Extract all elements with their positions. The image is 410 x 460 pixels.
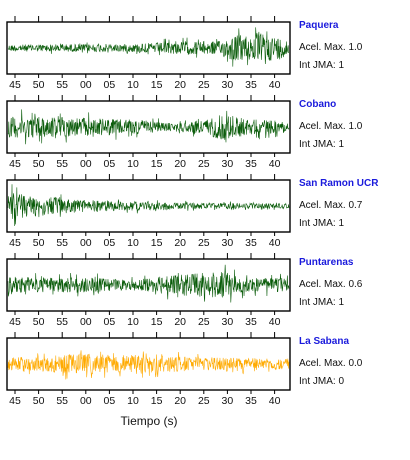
x-tick-label: 40 xyxy=(269,237,281,249)
x-tick-label: 50 xyxy=(33,316,45,328)
panel-2: 45 50 55 00 05 10 15 20 25 30 35 40 xyxy=(6,174,291,249)
x-tick-label: 00 xyxy=(80,395,92,407)
x-tick-label: 45 xyxy=(9,316,21,328)
waveform-3 xyxy=(7,264,290,303)
station-name: La Sabana xyxy=(299,336,350,347)
jma-intensity-label: Int JMA: 1 xyxy=(299,139,345,150)
x-tick-label: 45 xyxy=(9,237,21,249)
x-tick-label: 30 xyxy=(222,79,234,91)
x-tick-label: 05 xyxy=(104,395,116,407)
panel-3: 45 50 55 00 05 10 15 20 25 30 35 40 xyxy=(6,253,291,328)
x-tick-label: 35 xyxy=(245,79,257,91)
x-axis-title: Tiempo (s) xyxy=(120,414,178,428)
jma-intensity-label: Int JMA: 1 xyxy=(299,60,345,71)
jma-intensity-label: Int JMA: 0 xyxy=(299,376,345,387)
waveform-4 xyxy=(7,350,290,380)
x-tick-label: 50 xyxy=(33,395,45,407)
station-name: Puntarenas xyxy=(299,257,354,268)
x-tick-label: 15 xyxy=(151,237,163,249)
x-tick-label: 40 xyxy=(269,395,281,407)
x-tick-label: 55 xyxy=(56,237,68,249)
waveform-0 xyxy=(7,27,290,67)
x-tick-label: 50 xyxy=(33,158,45,170)
x-tick-label: 10 xyxy=(127,79,139,91)
x-tick-label: 30 xyxy=(222,395,234,407)
x-tick-label: 25 xyxy=(198,395,210,407)
panel-frame xyxy=(6,258,291,312)
x-tick-label: 10 xyxy=(127,395,139,407)
x-tick-label: 35 xyxy=(245,395,257,407)
panel-4: 45 50 55 00 05 10 15 20 25 30 35 40 xyxy=(6,332,291,407)
x-tick-label: 40 xyxy=(269,158,281,170)
station-name: Paquera xyxy=(299,20,339,31)
x-tick-label: 00 xyxy=(80,158,92,170)
panel-frame xyxy=(6,100,291,154)
x-tick-label: 00 xyxy=(80,237,92,249)
x-tick-label: 30 xyxy=(222,237,234,249)
x-tick-label: 15 xyxy=(151,79,163,91)
x-tick-label: 20 xyxy=(174,237,186,249)
x-tick-label: 50 xyxy=(33,79,45,91)
max-acceleration-label: Acel. Max. 1.0 xyxy=(299,121,363,132)
max-acceleration-label: Acel. Max. 1.0 xyxy=(299,42,363,53)
x-tick-label: 15 xyxy=(151,158,163,170)
jma-intensity-label: Int JMA: 1 xyxy=(299,297,345,308)
x-tick-label: 05 xyxy=(104,316,116,328)
x-tick-label: 25 xyxy=(198,79,210,91)
x-tick-label: 20 xyxy=(174,395,186,407)
x-tick-label: 25 xyxy=(198,237,210,249)
x-tick-label: 25 xyxy=(198,158,210,170)
x-tick-label: 35 xyxy=(245,158,257,170)
x-tick-label: 00 xyxy=(80,316,92,328)
x-tick-label: 20 xyxy=(174,79,186,91)
x-tick-label: 55 xyxy=(56,395,68,407)
x-tick-label: 45 xyxy=(9,79,21,91)
panel-frame xyxy=(6,337,291,391)
x-tick-label: 30 xyxy=(222,316,234,328)
x-tick-label: 35 xyxy=(245,316,257,328)
panel-0: 45 50 55 00 05 10 15 20 25 30 35 40 xyxy=(6,16,291,91)
x-tick-label: 45 xyxy=(9,158,21,170)
x-tick-label: 05 xyxy=(104,158,116,170)
panel-frame xyxy=(6,21,291,75)
max-acceleration-label: Acel. Max. 0.7 xyxy=(299,200,363,211)
station-name: San Ramon UCR xyxy=(299,178,379,189)
waveform-1 xyxy=(7,109,290,145)
waveform-2 xyxy=(7,184,290,227)
x-tick-label: 15 xyxy=(151,395,163,407)
x-tick-label: 10 xyxy=(127,158,139,170)
x-tick-label: 40 xyxy=(269,79,281,91)
jma-intensity-label: Int JMA: 1 xyxy=(299,218,345,229)
max-acceleration-label: Acel. Max. 0.0 xyxy=(299,358,363,369)
x-tick-label: 30 xyxy=(222,158,234,170)
x-tick-label: 50 xyxy=(33,237,45,249)
x-tick-label: 20 xyxy=(174,158,186,170)
max-acceleration-label: Acel. Max. 0.6 xyxy=(299,279,363,290)
x-tick-label: 05 xyxy=(104,237,116,249)
x-tick-label: 20 xyxy=(174,316,186,328)
x-tick-label: 25 xyxy=(198,316,210,328)
x-tick-label: 10 xyxy=(127,237,139,249)
x-tick-label: 45 xyxy=(9,395,21,407)
x-tick-label: 15 xyxy=(151,316,163,328)
panel-frame xyxy=(6,179,291,233)
x-tick-label: 10 xyxy=(127,316,139,328)
station-name: Cobano xyxy=(299,99,337,110)
x-tick-label: 55 xyxy=(56,158,68,170)
x-tick-label: 40 xyxy=(269,316,281,328)
x-tick-label: 55 xyxy=(56,316,68,328)
panel-1: 45 50 55 00 05 10 15 20 25 30 35 40 xyxy=(6,95,291,170)
x-tick-label: 05 xyxy=(104,79,116,91)
x-tick-label: 35 xyxy=(245,237,257,249)
x-tick-label: 00 xyxy=(80,79,92,91)
x-tick-label: 55 xyxy=(56,79,68,91)
